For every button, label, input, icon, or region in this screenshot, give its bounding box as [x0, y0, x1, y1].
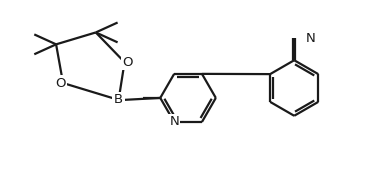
Text: B: B — [114, 93, 123, 106]
Text: O: O — [122, 56, 133, 69]
Text: O: O — [55, 77, 65, 90]
Text: N: N — [306, 32, 316, 45]
Text: N: N — [169, 115, 179, 128]
